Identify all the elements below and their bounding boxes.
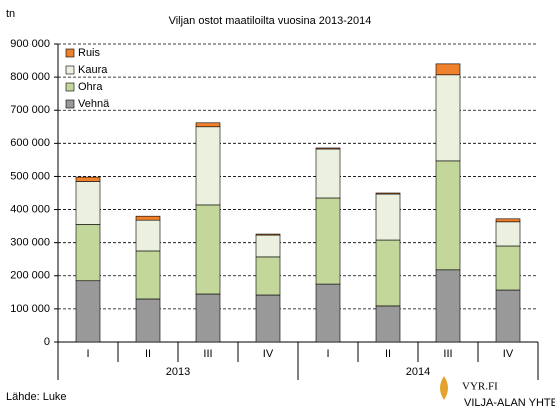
bar-segment xyxy=(195,293,221,343)
bar-segment xyxy=(375,192,401,195)
bar-segment xyxy=(135,219,161,252)
bar-segment xyxy=(75,280,101,343)
bar-segment xyxy=(255,294,281,343)
bar-segment xyxy=(435,74,461,162)
y-tick-label: 200 000 xyxy=(10,270,50,282)
legend-swatch xyxy=(65,48,75,58)
bar-segment xyxy=(495,221,521,247)
bar-segment xyxy=(255,234,281,258)
x-group-label: 2013 xyxy=(166,366,190,378)
y-tick-label: 700 000 xyxy=(10,104,50,116)
x-tick-label: III xyxy=(443,348,452,360)
y-tick-label: 500 000 xyxy=(10,170,50,182)
y-tick-label: 300 000 xyxy=(10,237,50,249)
bar-segment xyxy=(315,147,341,150)
x-group-label: 2014 xyxy=(406,366,430,378)
bar-segment xyxy=(315,148,341,199)
bar-segment xyxy=(255,256,281,296)
y-axis-label: tn xyxy=(6,8,15,20)
source: Lähde: Luke xyxy=(6,391,67,403)
y-tick-label: 900 000 xyxy=(10,38,50,50)
bar-segment xyxy=(195,122,221,128)
legend-label: Ruis xyxy=(78,47,101,59)
bar-segment xyxy=(135,298,161,343)
x-tick-label: II xyxy=(145,348,151,360)
x-tick-label: I xyxy=(86,348,89,360)
bar-segment xyxy=(135,250,161,300)
bar-segment xyxy=(315,197,341,285)
x-tick-label: I xyxy=(326,348,329,360)
bar-segment xyxy=(255,233,281,236)
legend-swatch xyxy=(65,82,75,92)
y-tick-label: 600 000 xyxy=(10,137,50,149)
legend-swatch xyxy=(65,65,75,75)
y-tick-label: 100 000 xyxy=(10,303,50,315)
x-tick-label: IV xyxy=(503,348,514,360)
bar-segment xyxy=(495,289,521,343)
y-tick-label: 0 xyxy=(44,336,50,348)
logo-name: VYR.FI xyxy=(462,381,498,393)
logo-icon xyxy=(440,376,448,400)
bar-segment xyxy=(435,63,461,76)
bar-segment xyxy=(195,204,221,295)
bar-segment xyxy=(135,215,161,221)
bar-segment xyxy=(495,218,521,223)
x-tick-label: IV xyxy=(263,348,274,360)
legend-label: Kaura xyxy=(78,64,108,76)
y-tick-label: 400 000 xyxy=(10,203,50,215)
logo-tagline: VILJA-ALAN YHTEISTYÖRYHMÄ xyxy=(464,397,555,409)
bar-segment xyxy=(375,193,401,241)
legend-swatch xyxy=(65,99,75,109)
bar-segment xyxy=(315,283,341,343)
bar-segment xyxy=(495,245,521,291)
bar-segment xyxy=(375,305,401,343)
bar-segment xyxy=(435,160,461,271)
bar-segment xyxy=(75,181,101,225)
x-tick-label: II xyxy=(385,348,391,360)
bar-segment xyxy=(75,176,101,182)
legend-label: Vehnä xyxy=(78,98,110,110)
bar-segment xyxy=(195,126,221,206)
logo: VYR.FI VILJA-ALAN YHTEISTYÖRYHMÄ xyxy=(440,376,555,409)
legend-label: Ohra xyxy=(78,81,103,93)
chart-title: Viljan ostot maatiloilta vuosina 2013-20… xyxy=(169,15,372,27)
bar-segment xyxy=(75,224,101,282)
y-tick-label: 800 000 xyxy=(10,71,50,83)
bar-segment xyxy=(435,269,461,343)
bar-segment xyxy=(375,239,401,307)
x-tick-label: III xyxy=(203,348,212,360)
